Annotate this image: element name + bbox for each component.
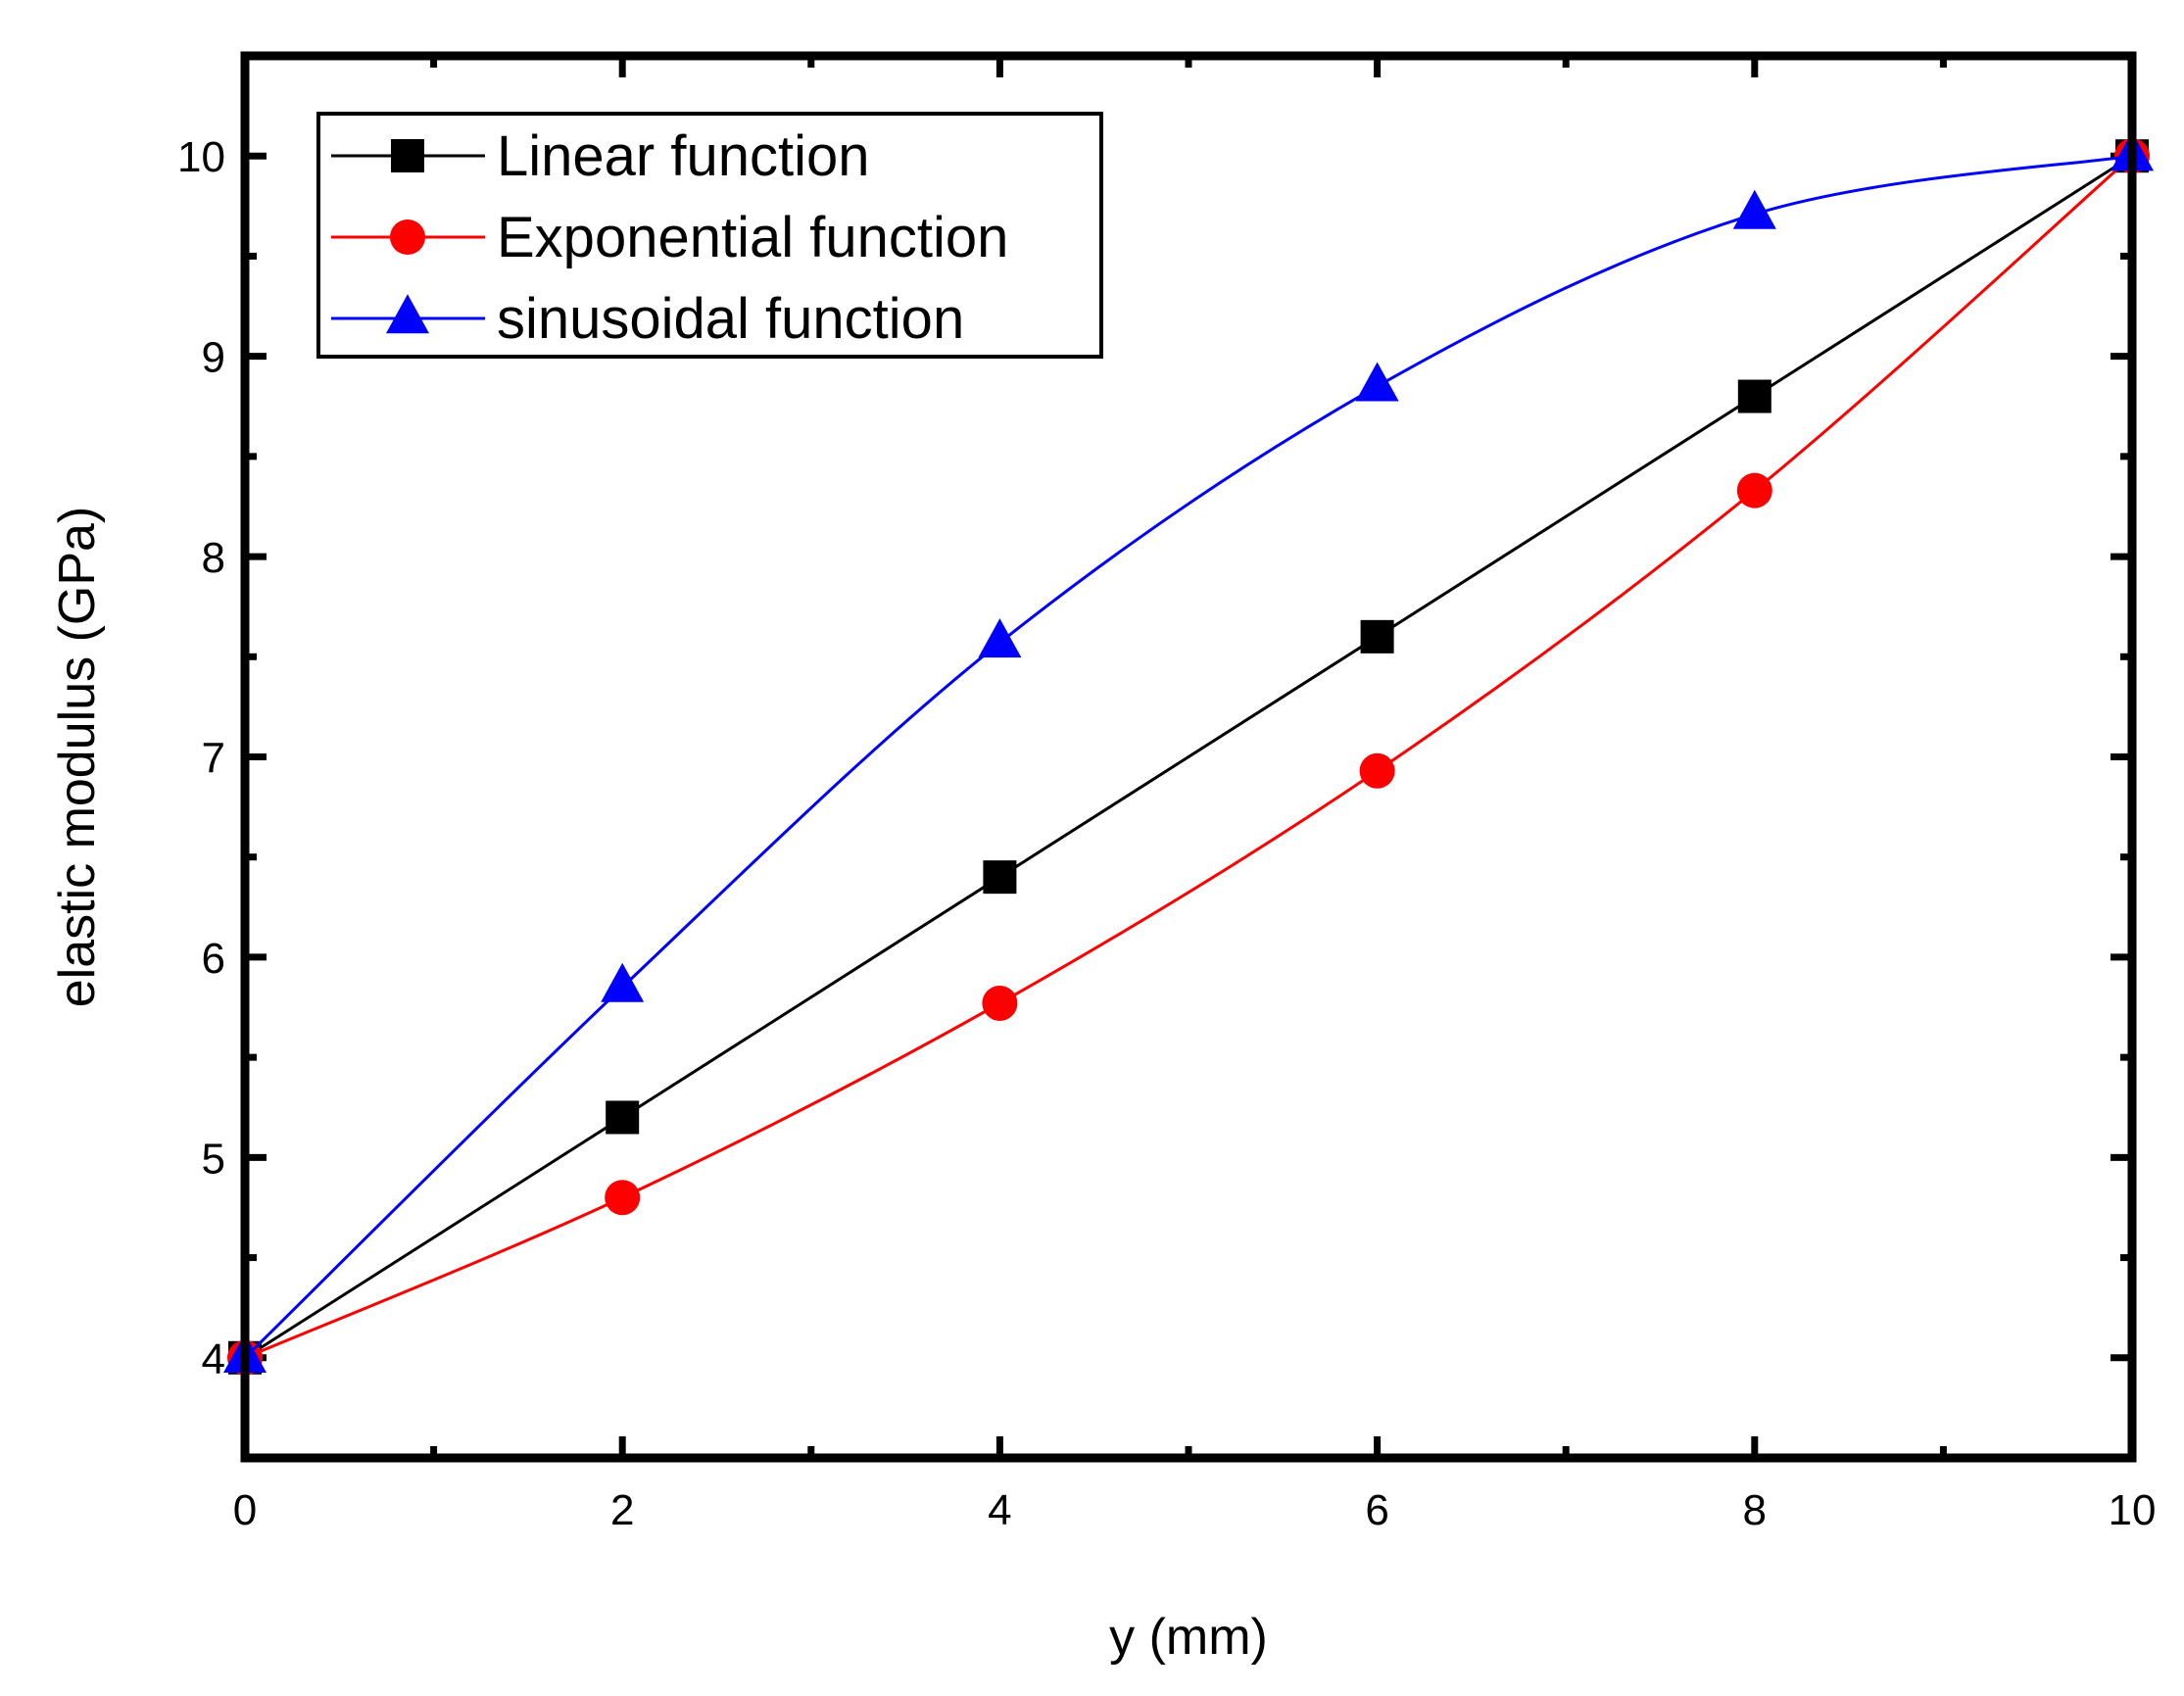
x-tick-label: 2 [610,1486,634,1534]
y-tick-label: 8 [202,534,225,582]
legend-label: Exponential function [497,206,1008,269]
data-point-square [983,860,1017,895]
x-tick-label: 8 [1743,1486,1767,1534]
data-point-square [1737,379,1771,413]
y-tick-label: 9 [202,334,225,382]
legend-label: sinusoidal function [497,287,964,351]
series-layer [223,131,2154,1376]
series-line-triangle [243,154,2133,1359]
plot-area-frame [240,51,2137,1463]
y-tick-label: 4 [202,1335,225,1383]
series-line-circle [244,155,2133,1360]
x-tick-label: 4 [988,1486,1011,1534]
y-tick-label: 10 [177,133,225,181]
legend: Linear function Exponential function sinus… [316,112,1103,359]
legend-marker-square [391,139,424,172]
legend-marker-circle [390,219,425,255]
data-point-circle [982,985,1018,1021]
data-point-triangle [601,962,645,1002]
y-tick-label: 7 [202,735,225,783]
legend-marker-triangle [386,294,429,334]
x-axis-title: y (mm) [1109,1609,1268,1666]
data-point-circle [1736,472,1772,509]
series-triangle [223,131,2154,1373]
series-square [228,139,2149,1375]
data-point-square [1360,619,1394,654]
legend-box [316,112,1103,359]
data-point-triangle [1355,362,1399,402]
legend-label: Linear function [497,124,869,188]
y-tick-label: 6 [202,935,225,983]
y-tick-label: 5 [202,1135,225,1183]
data-point-square [606,1100,640,1135]
data-point-triangle [1732,189,1776,229]
x-tick-label: 0 [233,1486,257,1534]
data-point-triangle [978,618,1022,658]
x-tick-label: 10 [2109,1486,2157,1534]
y-axis-title: elastic modulus (GPa) [49,507,106,1008]
data-point-circle [1359,752,1395,789]
data-point-circle [605,1180,641,1216]
x-tick-label: 6 [1365,1486,1388,1534]
series-line-square [244,154,2133,1360]
